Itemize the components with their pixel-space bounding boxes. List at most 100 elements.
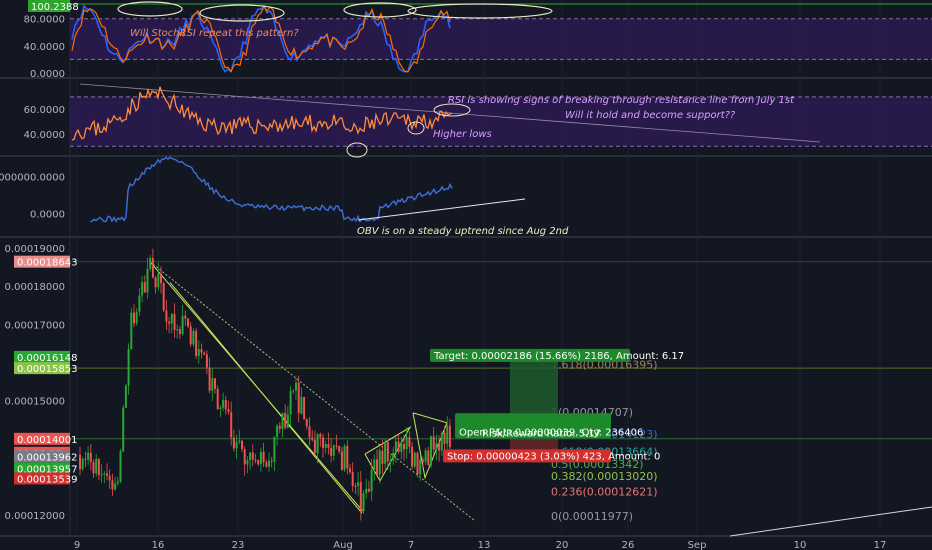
candle-body — [119, 451, 122, 482]
highlight-ellipse — [407, 3, 553, 19]
candle-body — [392, 452, 395, 461]
candle-body — [151, 257, 154, 278]
x-tick-label: 20 — [556, 540, 569, 550]
price-badge-label: 0.00015853 — [17, 364, 77, 375]
price-tick-label: 0.00018000 — [5, 282, 65, 293]
rsi-annotation-higher-lows: Higher lows — [433, 129, 492, 140]
candle-body — [87, 452, 90, 460]
candle-body — [262, 451, 265, 463]
candle-body — [111, 480, 114, 490]
candle-body — [295, 382, 297, 391]
candle-body — [416, 452, 419, 475]
candle-body — [281, 413, 284, 429]
stochrsi-tick-label: 80.0000 — [24, 15, 65, 26]
candle-body — [305, 419, 308, 427]
candle-body — [170, 313, 173, 324]
rsi-line — [71, 86, 453, 141]
candle-body — [322, 437, 324, 448]
candle-body — [319, 434, 322, 438]
candle-body — [265, 462, 268, 467]
price-tick-label: 0.00015000 — [5, 397, 65, 408]
price-badge-label: 0.00018643 — [17, 258, 77, 269]
candle-body — [173, 313, 176, 331]
candle-body — [373, 459, 376, 470]
rsi-breakout-ellipse — [433, 103, 471, 117]
candle-body — [222, 399, 225, 408]
candle-body — [378, 450, 381, 475]
price-panel[interactable]: 1(0.00014707)0.786(0.00014123)0.618(0.00… — [70, 248, 932, 537]
stochrsi-badge-label: 100.2388 — [31, 2, 79, 13]
candle-body — [435, 443, 438, 450]
candle-body — [389, 460, 392, 462]
candle-body — [230, 412, 233, 438]
candle-body — [130, 312, 133, 350]
candle-body — [284, 413, 287, 428]
price-tick-label: 0.00012000 — [5, 511, 65, 522]
y-axis-labels: 80.0000 40.0000 0.0000 100.2388 60.0000 40.00… — [0, 0, 79, 522]
price-badge-label: 0.00013957 — [17, 464, 77, 475]
candle-body — [338, 445, 341, 452]
x-tick-label: Aug — [333, 540, 353, 550]
candle-body — [400, 443, 403, 452]
price-badge-bg — [14, 350, 70, 363]
candle-body — [273, 436, 276, 462]
candle-body — [351, 472, 354, 486]
candle-body — [340, 451, 343, 470]
candle-body — [219, 407, 222, 410]
candle-body — [335, 445, 338, 447]
candle-body — [384, 441, 387, 464]
obv-panel[interactable] — [89, 156, 526, 224]
x-tick-label: 23 — [232, 540, 245, 550]
candle-body — [311, 437, 314, 440]
stochrsi-annotation: Will StochRSI repeat this pattern? — [130, 28, 299, 39]
candle-body — [405, 436, 408, 450]
price-badge-bg — [14, 472, 70, 485]
risk-reward-label: Risk/Reward Ratio: 5.17 — [482, 428, 601, 439]
candle-body — [438, 443, 441, 451]
candle-body — [208, 367, 211, 391]
rsi-tick-label: 60.0000 — [24, 105, 65, 116]
x-tick-label: 9 — [74, 540, 80, 550]
candle-body — [440, 432, 443, 451]
rsi-low-circle — [407, 121, 425, 135]
candle-body — [122, 407, 125, 452]
candle-body — [427, 450, 430, 466]
candle-body — [138, 295, 141, 312]
candle-body — [224, 399, 227, 410]
x-tick-label: 10 — [794, 540, 807, 550]
candle-body — [200, 349, 203, 353]
candle-body — [268, 460, 270, 467]
candle-body — [443, 432, 446, 444]
long-trendline — [729, 506, 932, 537]
candle-body — [154, 277, 157, 288]
stop-label: Stop: 0.00000423 (3.03%) 423, Amount: 0 — [447, 451, 660, 462]
obv-line — [89, 156, 453, 224]
rsi-low-circle — [346, 142, 368, 158]
candle-body — [249, 452, 252, 461]
candle-body — [411, 446, 414, 467]
candle-body — [430, 436, 432, 466]
price-badge-bg — [14, 462, 70, 475]
candle-body — [257, 460, 260, 465]
candle-body — [303, 397, 306, 420]
candle-body — [203, 352, 206, 355]
price-badge-bg — [14, 432, 70, 445]
fib-level-label: 0.382(0.00013020) — [551, 470, 658, 483]
position-tool[interactable]: Target: 0.00002186 (15.66%) 2186, Amount… — [430, 348, 684, 463]
rsi-panel[interactable] — [70, 83, 932, 158]
stochrsi-panel[interactable] — [70, 1, 932, 73]
target-label-bg — [430, 348, 630, 362]
candle-body — [238, 440, 241, 442]
highlight-ellipse — [117, 1, 183, 17]
candle-body — [168, 321, 171, 324]
candle-body — [243, 449, 246, 465]
price-badge-label: 0.00013539 — [17, 474, 77, 485]
price-tick-label: 0.00019000 — [5, 244, 65, 255]
x-tick-label: 7 — [408, 540, 414, 550]
candle-body — [354, 485, 357, 487]
stochrsi-tick-label: 40.0000 — [24, 42, 65, 53]
candle-body — [259, 451, 262, 465]
candle-body — [327, 443, 330, 449]
trendline-lower — [169, 282, 363, 514]
